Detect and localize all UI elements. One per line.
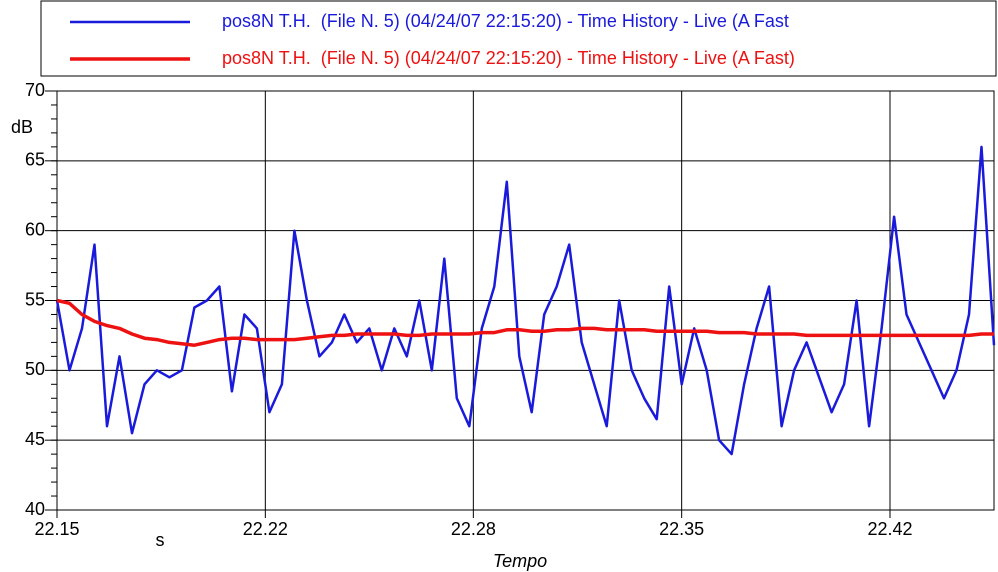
x-tick-label: 22.35	[659, 519, 704, 539]
x-unit: s	[156, 530, 165, 550]
y-tick-label: 70	[25, 80, 45, 100]
y-tick-label: 50	[25, 359, 45, 379]
legend-label: pos8N T.H. (File N. 5) (04/24/07 22:15:2…	[222, 11, 789, 31]
y-tick-label: 40	[25, 499, 45, 519]
y-tick-label: 55	[25, 289, 45, 309]
y-axis-label: dB	[11, 117, 33, 137]
x-tick-label: 22.42	[867, 519, 912, 539]
legend-label: pos8N T.H. (File N. 5) (04/24/07 22:15:2…	[222, 48, 795, 68]
legend: pos8N T.H. (File N. 5) (04/24/07 22:15:2…	[70, 11, 795, 68]
series-line	[55, 145, 996, 456]
x-tick-label: 22.28	[451, 519, 496, 539]
y-tick-label: 60	[25, 219, 45, 239]
y-tick-label: 45	[25, 429, 45, 449]
series-line	[56, 298, 994, 347]
legend-box	[40, 0, 997, 77]
x-axis-label: Tempo	[493, 551, 547, 571]
y-tick-label: 65	[25, 150, 45, 170]
x-tick-label: 22.15	[34, 519, 79, 539]
x-tick-label: 22.22	[243, 519, 288, 539]
